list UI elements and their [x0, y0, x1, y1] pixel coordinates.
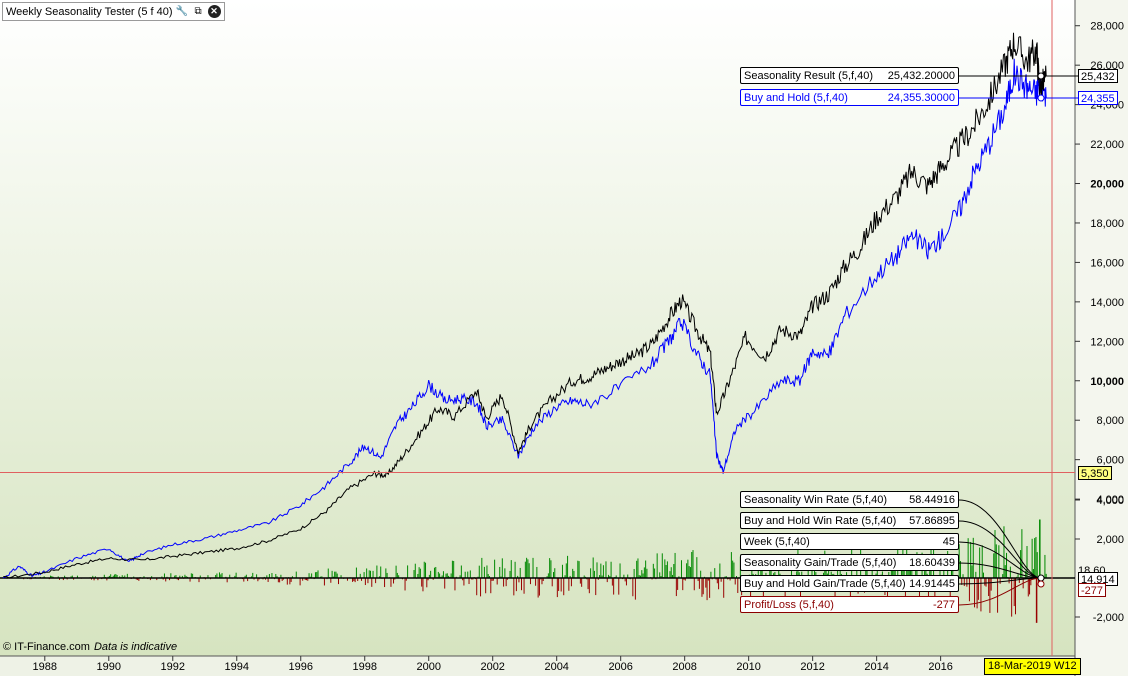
close-icon[interactable]: ✕: [207, 5, 221, 18]
legend-value: 25,432.20000: [887, 69, 955, 82]
legend-buy-hold-win-rate[interactable]: Buy and Hold Win Rate (5,f,40) 57.86895: [740, 512, 959, 529]
legend-label: Buy and Hold (5,f,40): [744, 91, 848, 104]
credit-note: Data is indicative: [93, 641, 178, 653]
x-tick-label: 1988: [33, 661, 57, 673]
x-axis-strip: [0, 656, 1128, 676]
buy-and-hold-line: [2, 58, 1047, 579]
overlay: [0, 0, 1078, 656]
legend-seasonality-gain-trade[interactable]: Seasonality Gain/Trade (5,f,40) 18.60439: [740, 554, 959, 571]
legend-week[interactable]: Week (5,f,40) 45: [740, 533, 959, 550]
axis-tag-profit-loss: -277: [1078, 583, 1107, 597]
stat-connector: [958, 499, 1042, 579]
legend-label: Seasonality Win Rate (5,f,40): [744, 493, 888, 506]
x-tick-label: 1998: [352, 661, 376, 673]
legend-value: 14.91445: [909, 577, 955, 590]
x-tick-label: 2008: [672, 661, 696, 673]
x-tick-label: 2016: [928, 661, 952, 673]
legend-label: Seasonality Result (5,f,40): [744, 69, 874, 82]
legend-value: -277: [932, 598, 955, 611]
buy-hold-end-marker: [1037, 94, 1045, 102]
seasonality-result-line: [3, 32, 1047, 579]
legend-profit-loss[interactable]: Profit/Loss (5,f,40) -277: [740, 596, 959, 613]
restore-window-icon[interactable]: ⧉: [194, 6, 202, 17]
legend-seasonality-win-rate[interactable]: Seasonality Win Rate (5,f,40) 58.44916: [740, 491, 959, 508]
y-tick-label: 14,000: [1090, 297, 1124, 309]
y-tick-label: 20,000: [1090, 179, 1124, 191]
legend-label: Buy and Hold Gain/Trade (5,f,40): [744, 577, 906, 590]
axis-tag-crosshair: 5,350: [1078, 466, 1112, 480]
x-tick-label: 2004: [544, 661, 568, 673]
stats-end-marker: [1037, 574, 1045, 582]
legend-buy-hold-gain-trade[interactable]: Buy and Hold Gain/Trade (5,f,40) 14.9144…: [740, 575, 959, 592]
y-tick-label: 12,000: [1090, 336, 1124, 348]
wrench-icon[interactable]: 🔧: [175, 6, 189, 17]
y-axis-strip: [1075, 0, 1128, 676]
legend-value: 18.60439: [909, 556, 955, 569]
y-tick-label: 10,000: [1090, 376, 1124, 388]
y-tick-label: 6,000: [1096, 455, 1124, 467]
x-tick-label: 1994: [225, 661, 249, 673]
stat-connector: [958, 541, 1042, 579]
x-tick-label: 2012: [800, 661, 824, 673]
y-tick-label: 18,000: [1090, 218, 1124, 230]
legend-label: Profit/Loss (5,f,40): [744, 598, 834, 611]
x-tick-label: 1992: [161, 661, 185, 673]
y-tick-label: 28,000: [1090, 21, 1124, 33]
stat-connector: [958, 577, 1042, 606]
credit-line: © IT-Finance.com Data is indicative: [3, 641, 177, 653]
legend-value: 58.44916: [909, 493, 955, 506]
legend-value: 57.86895: [909, 514, 955, 527]
credit-source: © IT-Finance.com: [3, 641, 90, 653]
x-tick-label: 2014: [864, 661, 888, 673]
seasonality-end-marker: [1037, 72, 1045, 80]
axis-tag-seasonality: 25,432: [1078, 69, 1118, 83]
legend-seasonality-result[interactable]: Seasonality Result (5,f,40) 25,432.20000: [740, 67, 959, 84]
stat-connector: [958, 562, 1042, 579]
legend-label: Seasonality Gain/Trade (5,f,40): [744, 556, 897, 569]
legend-buy-and-hold[interactable]: Buy and Hold (5,f,40) 24,355.30000: [740, 89, 959, 106]
x-tick-label: 2010: [736, 661, 760, 673]
x-tick-label: 1990: [97, 661, 121, 673]
axis-ticks: 1988 1990 1992 1994 1996 1998 2000 2002 2004 2006…: [33, 21, 1124, 673]
price-lines: [2, 32, 1047, 579]
x-tick-label: 1996: [289, 661, 313, 673]
y-tick-label: -2,000: [1093, 612, 1124, 624]
y-tick-label: 16,000: [1090, 257, 1124, 269]
profit-loss-end-marker: [1037, 580, 1045, 588]
stat-connector: [958, 577, 1042, 585]
stat-connector: [958, 520, 1042, 579]
y-tick-label: 4,000: [1096, 495, 1124, 507]
legend-value: 45: [942, 535, 955, 548]
legend-label: Buy and Hold Win Rate (5,f,40): [744, 514, 897, 527]
y-tick-label: 4,000: [1096, 494, 1124, 506]
axis-tag-buy-hold: 24,355: [1078, 91, 1118, 105]
y-tick-label: 22,000: [1090, 139, 1124, 151]
x-tick-label: 2002: [480, 661, 504, 673]
window-title-bar[interactable]: Weekly Seasonality Tester (5 f 40) 🔧 ⧉ ✕: [2, 2, 225, 21]
y-tick-label: 8,000: [1096, 415, 1124, 427]
legend-label: Week (5,f,40): [744, 535, 810, 548]
legend-value: 24,355.30000: [887, 91, 955, 104]
window-title: Weekly Seasonality Tester (5 f 40): [6, 5, 173, 18]
x-tick-label: 2000: [416, 661, 440, 673]
cursor-date-tag: 18-Mar-2019 W12: [984, 658, 1081, 675]
y-tick-label: 2,000: [1096, 534, 1124, 546]
x-tick-label: 2006: [608, 661, 632, 673]
